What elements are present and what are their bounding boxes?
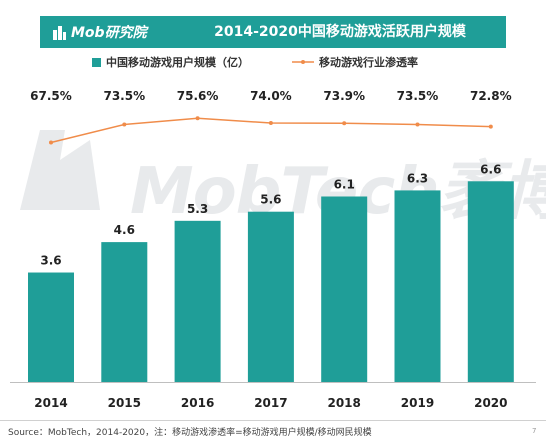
x-tick-label: 2017 (254, 396, 287, 410)
x-tick-label: 2015 (108, 396, 141, 410)
bar (247, 211, 294, 382)
legend-line-swatch (292, 60, 314, 64)
line-point (415, 122, 420, 127)
line-point (49, 140, 53, 145)
bar (394, 190, 441, 382)
line-value-label: 74.0% (250, 89, 292, 103)
line-value-label: 73.5% (103, 89, 145, 103)
bar-value-label: 5.6 (260, 193, 281, 207)
x-tick-label: 2019 (401, 396, 434, 410)
mob-logo: Mob研究院 (52, 21, 147, 43)
x-tick-label: 2014 (34, 396, 67, 410)
page-number: 7 (532, 427, 537, 435)
bar-value-label: 5.3 (187, 202, 208, 216)
line-point (195, 116, 200, 121)
legend-bar-series: 中国移动游戏用户规模（亿） (92, 54, 249, 70)
bar-value-label: 6.6 (480, 162, 501, 176)
line-value-label: 75.6% (177, 89, 219, 103)
watermark-logo-shape (20, 130, 100, 210)
title-banner: Mob研究院 2014-2020中国移动游戏活跃用户规模 (40, 16, 506, 48)
legend-line-label: 移动游戏行业渗透率 (319, 56, 418, 69)
bar-value-label: 6.1 (334, 177, 355, 191)
line-point (268, 121, 273, 125)
bar-value-label: 4.6 (114, 223, 135, 237)
bar (101, 242, 148, 382)
building-logo-icon (53, 25, 66, 40)
line-point (342, 121, 347, 126)
line-point (122, 122, 127, 127)
legend-bar-swatch (92, 57, 101, 67)
chart-title: 2014-2020中国移动游戏活跃用户规模 (214, 24, 466, 40)
bar (174, 220, 221, 382)
x-tick-label: 2016 (181, 396, 214, 410)
line-value-label: 73.5% (397, 89, 439, 103)
bar (467, 181, 514, 382)
bar-value-label: 3.6 (40, 254, 61, 268)
legend-bar-label: 中国移动游戏用户规模（亿） (106, 56, 249, 69)
footer-divider (0, 420, 546, 421)
line-value-label: 67.5% (30, 89, 72, 103)
bar (28, 272, 74, 382)
x-tick-label: 2020 (474, 396, 507, 410)
line-point (488, 124, 493, 129)
bar-value-label: 6.3 (407, 171, 428, 185)
x-tick-label: 2018 (327, 396, 360, 410)
logo-text: Mob研究院 (71, 25, 147, 41)
line-value-label: 72.8% (470, 89, 512, 103)
legend-line-series: 移动游戏行业渗透率 (292, 54, 418, 70)
source-note: Source：MobTech，2014-2020，注：移动游戏渗透率=移动游戏用… (8, 428, 372, 438)
bar (321, 196, 368, 382)
line-value-label: 73.9% (323, 89, 365, 103)
